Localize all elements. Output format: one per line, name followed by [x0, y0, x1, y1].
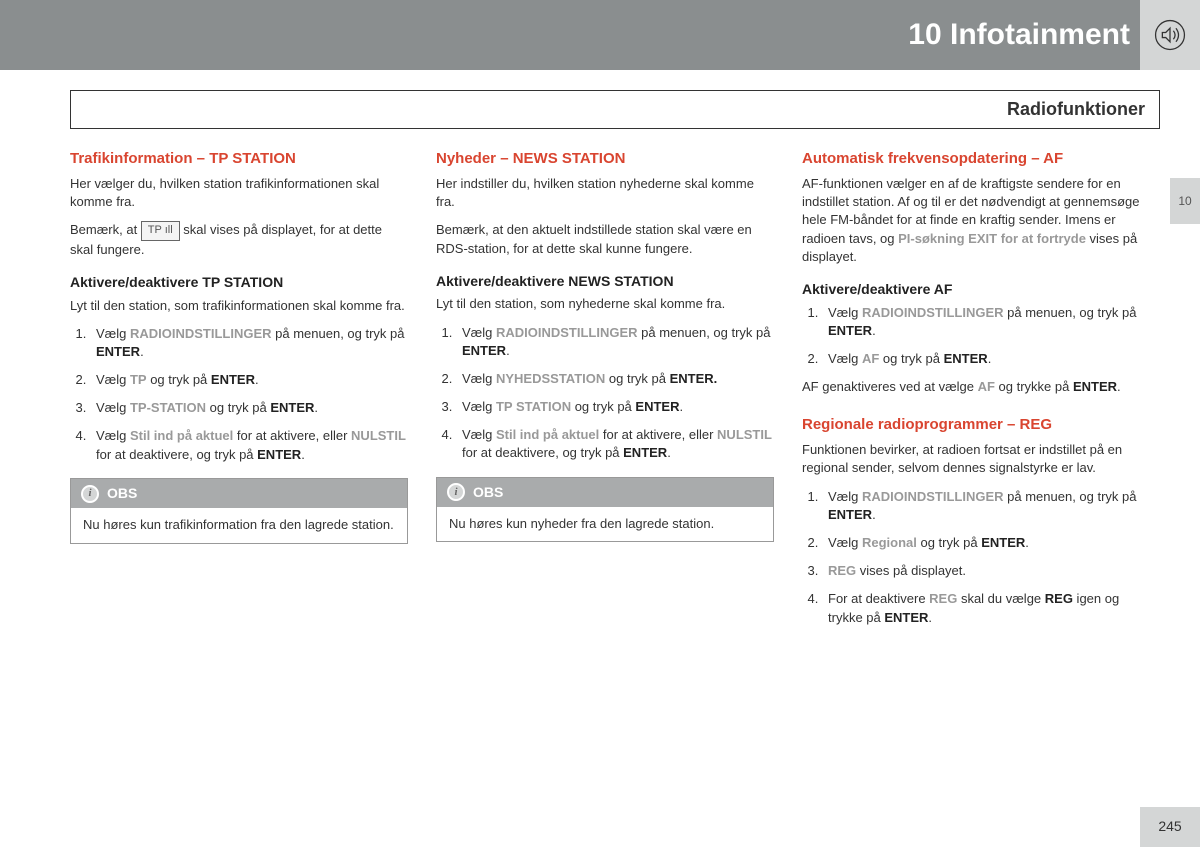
list-item: REG vises på displayet. [822, 562, 1140, 580]
column-2: Nyheder – NEWS STATION Her indstiller du… [436, 148, 774, 637]
col2-p3: Lyt til den station, som nyhederne skal … [436, 295, 774, 313]
list-item: For at deaktivere REG skal du vælge REG … [822, 590, 1140, 626]
col3-reg-steps: Vælg RADIOINDSTILLINGER på menuen, og tr… [802, 488, 1140, 627]
col2-p1: Her indstiller du, hvilken station nyhed… [436, 175, 774, 211]
col3-heading-reg: Regionale radioprogrammer – REG [802, 414, 1140, 435]
tp-display-chip: TP ıll [141, 221, 180, 240]
col1-p1: Her vælger du, hvilken station trafikinf… [70, 175, 408, 211]
col2-heading: Nyheder – NEWS STATION [436, 148, 774, 169]
col1-steps: Vælg RADIOINDSTILLINGER på menuen, og tr… [70, 325, 408, 464]
col2-p2: Bemærk, at den aktuelt indstillede stati… [436, 221, 774, 257]
page-number: 245 [1158, 817, 1181, 837]
obs-header: i OBS [71, 479, 407, 509]
col3-p3: Funktionen bevirker, at radioen fortsat … [802, 441, 1140, 477]
chapter-title: 10 Infotainment [908, 14, 1130, 56]
obs-label: OBS [473, 483, 503, 503]
section-title: Radiofunktioner [1007, 99, 1145, 119]
obs-body: Nu høres kun nyheder fra den lagrede sta… [437, 507, 773, 541]
column-3: Automatisk frekvensopdatering – AF AF-fu… [802, 148, 1140, 637]
list-item: Vælg Stil ind på aktuel for at aktivere,… [90, 427, 408, 463]
col3-heading-af: Automatisk frekvensopdatering – AF [802, 148, 1140, 169]
col1-subheading: Aktivere/deaktivere TP STATION [70, 273, 408, 293]
col3-subheading-af: Aktivere/deaktivere AF [802, 280, 1140, 300]
list-item: Vælg RADIOINDSTILLINGER på menuen, og tr… [822, 304, 1140, 340]
col1-p2: Bemærk, at TP ıll skal vises på displaye… [70, 221, 408, 259]
list-item: Vælg Regional og tryk på ENTER. [822, 534, 1140, 552]
obs-header: i OBS [437, 478, 773, 508]
col2-steps: Vælg RADIOINDSTILLINGER på menuen, og tr… [436, 324, 774, 463]
list-item: Vælg NYHEDSSTATION og tryk på ENTER. [456, 370, 774, 388]
chapter-tab: 10 [1170, 178, 1200, 224]
list-item: Vælg TP STATION og tryk på ENTER. [456, 398, 774, 416]
obs-note-2: i OBS Nu høres kun nyheder fra den lagre… [436, 477, 774, 543]
chapter-header: 10 Infotainment [0, 0, 1200, 70]
col2-subheading: Aktivere/deaktivere NEWS STATION [436, 272, 774, 292]
obs-label: OBS [107, 484, 137, 504]
list-item: Vælg RADIOINDSTILLINGER på menuen, og tr… [90, 325, 408, 361]
col3-p1: AF-funktionen vælger en af de kraftigste… [802, 175, 1140, 266]
chapter-icon-box [1140, 0, 1200, 70]
list-item: Vælg AF og tryk på ENTER. [822, 350, 1140, 368]
obs-body: Nu høres kun trafikinformation fra den l… [71, 508, 407, 542]
column-1: Trafikinformation – TP STATION Her vælge… [70, 148, 408, 637]
content-columns: Trafikinformation – TP STATION Her vælge… [70, 148, 1140, 637]
col1-heading: Trafikinformation – TP STATION [70, 148, 408, 169]
page-number-box: 245 [1140, 807, 1200, 847]
chapter-tab-number: 10 [1178, 193, 1191, 210]
col1-p3: Lyt til den station, som trafikinformati… [70, 297, 408, 315]
obs-note-1: i OBS Nu høres kun trafikinformation fra… [70, 478, 408, 544]
list-item: Vælg TP-STATION og tryk på ENTER. [90, 399, 408, 417]
list-item: Vælg RADIOINDSTILLINGER på menuen, og tr… [822, 488, 1140, 524]
list-item: Vælg TP og tryk på ENTER. [90, 371, 408, 389]
list-item: Vælg RADIOINDSTILLINGER på menuen, og tr… [456, 324, 774, 360]
speaker-icon [1153, 18, 1187, 52]
info-icon: i [81, 485, 99, 503]
list-item: Vælg Stil ind på aktuel for at aktivere,… [456, 426, 774, 462]
col3-p2: AF genaktiveres ved at vælge AF og trykk… [802, 378, 1140, 396]
col3-af-steps: Vælg RADIOINDSTILLINGER på menuen, og tr… [802, 304, 1140, 369]
section-header-bar: Radiofunktioner [70, 90, 1160, 129]
info-icon: i [447, 483, 465, 501]
